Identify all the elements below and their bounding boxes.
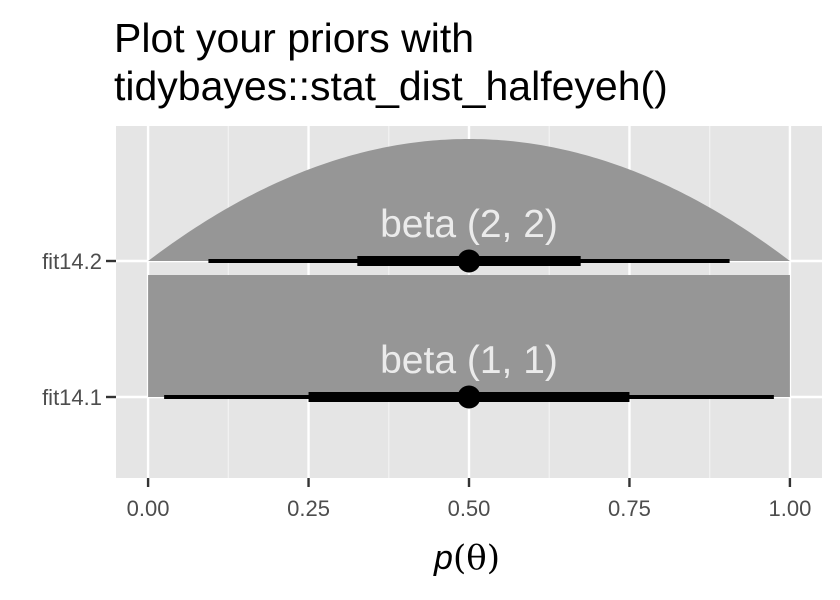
density-fit14.2 bbox=[148, 139, 790, 261]
x-tick-label: 0.50 bbox=[448, 496, 491, 521]
distribution-label-fit14.1: beta (1, 1) bbox=[380, 339, 558, 382]
chart-title-line-2: tidybayes::stat_dist_halfeyeh() bbox=[114, 63, 668, 109]
distribution-labels: beta (2, 2) beta (1, 1) bbox=[380, 203, 558, 382]
density-layer bbox=[148, 139, 790, 397]
y-tick-label-fit14.2: fit14.2 bbox=[42, 249, 102, 274]
interval-layer bbox=[164, 249, 774, 409]
point-estimate-fit14.2 bbox=[457, 249, 481, 273]
distribution-label-fit14.2: beta (2, 2) bbox=[380, 203, 558, 246]
chart-title: Plot your priors with tidybayes::stat_di… bbox=[114, 14, 668, 110]
x-tick-label: 1.00 bbox=[768, 496, 811, 521]
y-tick-label-fit14.1: fit14.1 bbox=[42, 385, 102, 410]
x-axis-title-prefix: p bbox=[433, 539, 453, 577]
x-axis: 0.00 0.25 0.50 0.75 1.00 bbox=[127, 478, 811, 521]
x-tick-label: 0.00 bbox=[127, 496, 170, 521]
x-axis-title-symbol: (θ) bbox=[453, 538, 500, 578]
x-tick-label: 0.25 bbox=[287, 496, 330, 521]
x-axis-title: p(θ) bbox=[433, 538, 500, 578]
x-tick-label: 0.75 bbox=[608, 496, 651, 521]
y-axis: fit14.2 fit14.1 bbox=[42, 249, 116, 410]
point-estimate-fit14.1 bbox=[457, 385, 481, 409]
density-fit14.1 bbox=[148, 275, 790, 397]
chart-title-line-1: Plot your priors with bbox=[114, 15, 475, 61]
